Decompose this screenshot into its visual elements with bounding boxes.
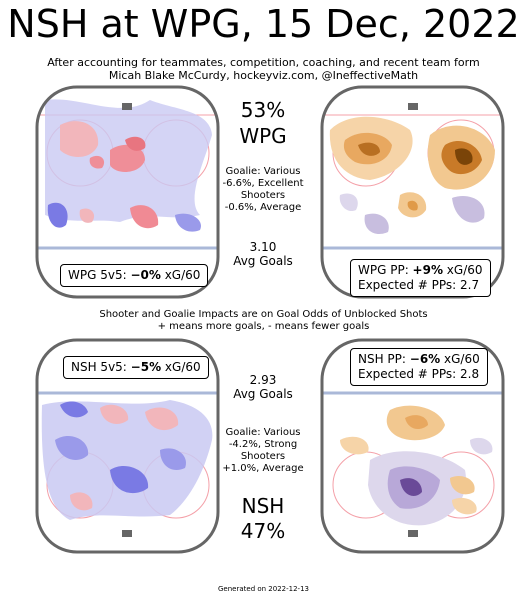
nsh-5v5-label: NSH 5v5: — [71, 360, 131, 374]
wpg-5v5-unit: xG/60 — [160, 268, 201, 282]
nsh-5v5-unit: xG/60 — [161, 360, 201, 374]
away-avg-goals-label: Avg Goals — [233, 387, 293, 401]
home-goalie-line-3: Shooters — [240, 190, 286, 201]
away-team-name: NSH — [241, 494, 285, 518]
home-goalie-line-2: -6.6%, Excellent — [222, 178, 304, 189]
away-goalie-line-2: -4.2%, Strong — [228, 439, 298, 450]
home-goalie-shooter-info: Goalie: Various -6.6%, Excellent Shooter… — [193, 166, 333, 214]
wpg-pp-expected: Expected # PPs: 2.7 — [358, 278, 480, 292]
subtitle-line-1: After accounting for teammates, competit… — [47, 56, 480, 69]
home-goalie-line-1: Goalie: Various — [225, 166, 301, 177]
nsh-pp-label: NSH PP: — [358, 352, 410, 366]
wpg-pp-label: WPG PP: — [358, 263, 413, 277]
wpg-pp-box: WPG PP: +9% xG/60 Expected # PPs: 2.7 — [350, 259, 491, 297]
nsh-5v5-value: −5% — [130, 360, 162, 374]
wpg-5v5-label: WPG 5v5: — [68, 268, 131, 282]
away-avg-goals: 2.93 — [249, 373, 277, 387]
away-goalie-line-3: Shooters — [240, 451, 286, 462]
goal-net-icon — [122, 103, 132, 110]
wpg-pp-unit: xG/60 — [442, 263, 483, 277]
wpg-pp-value: +9% — [412, 263, 443, 277]
wpg-5v5-value: −0% — [130, 268, 161, 282]
away-goalie-line-1: Goalie: Various — [225, 427, 301, 438]
nsh-pp-box: NSH PP: −6% xG/60 Expected # PPs: 2.8 — [350, 348, 488, 386]
nsh-pp-value: −6% — [409, 352, 441, 366]
nsh-pp-expected: Expected # PPs: 2.8 — [358, 367, 480, 381]
away-win-pct: 47% — [240, 519, 286, 543]
away-goalie-shooter-info: Goalie: Various -4.2%, Strong Shooters +… — [193, 427, 333, 475]
rink-wpg-5v5 — [37, 87, 218, 297]
home-team-name: WPG — [239, 124, 287, 148]
note-line-2: + means more goals, - means fewer goals — [157, 321, 370, 332]
home-avg-goals: 3.10 — [249, 240, 277, 254]
away-goalie-line-4: +1.0%, Average — [222, 463, 304, 474]
home-goalie-line-4: -0.6%, Average — [224, 202, 302, 213]
page-title: NSH at WPG, 15 Dec, 2022 — [7, 2, 520, 46]
goal-net-icon — [408, 103, 418, 110]
nsh-5v5-box: NSH 5v5: −5% xG/60 — [63, 356, 209, 379]
home-avg-goals-label: Avg Goals — [233, 254, 293, 268]
footer-generated-date: Generated on 2022-12-13 — [218, 585, 309, 593]
nsh-pp-unit: xG/60 — [440, 352, 480, 366]
home-win-pct: 53% — [240, 98, 286, 122]
wpg-5v5-box: WPG 5v5: −0% xG/60 — [60, 264, 209, 287]
goal-net-icon — [408, 530, 418, 537]
goal-net-icon — [122, 530, 132, 537]
note-line-1: Shooter and Goalie Impacts are on Goal O… — [99, 309, 428, 320]
subtitle-line-2: Micah Blake McCurdy, hockeyviz.com, @Ine… — [108, 69, 419, 82]
